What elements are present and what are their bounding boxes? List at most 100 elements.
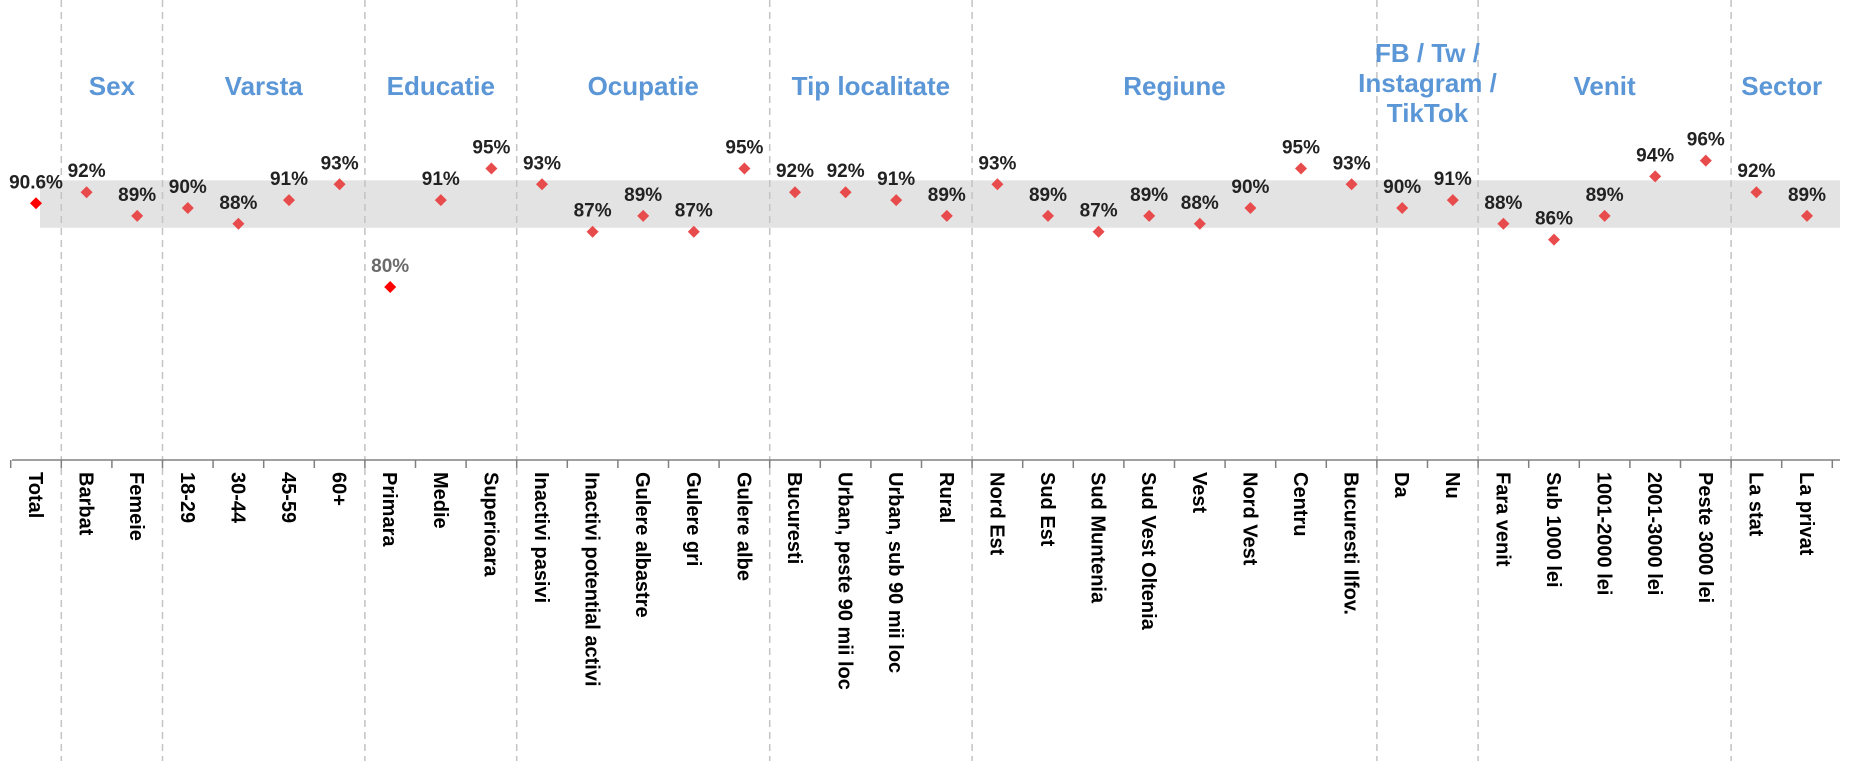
value-label: 92% — [1737, 161, 1775, 182]
value-label: 87% — [675, 201, 713, 222]
data-point — [1649, 170, 1662, 183]
data-point — [1598, 209, 1611, 222]
data-point — [434, 194, 447, 207]
group-title: Educatie — [387, 71, 495, 101]
category-label: Da — [1390, 472, 1412, 498]
category-label: Gulere gri — [682, 472, 704, 566]
category-label: Rural — [935, 472, 957, 523]
data-point — [1548, 233, 1560, 246]
data-point — [283, 194, 295, 207]
data-point — [839, 186, 852, 199]
data-point — [485, 162, 498, 175]
data-point — [1244, 202, 1257, 214]
group-titles: Sex Varsta Educatie Ocupatie Tip localitate R… — [89, 38, 1822, 128]
group-title: Venit — [1574, 71, 1636, 101]
data-point — [687, 225, 700, 238]
value-label: 95% — [725, 138, 763, 159]
value-label: 89% — [118, 185, 156, 206]
value-label: 91% — [270, 169, 308, 190]
data-point — [991, 178, 1004, 191]
value-label: 89% — [1788, 185, 1826, 206]
category-label: Sud Muntenia — [1087, 472, 1109, 604]
category-label: Sud Est — [1036, 472, 1058, 547]
group-separators — [60, 0, 1732, 761]
category-label: Sub 1000 lei — [1542, 472, 1564, 588]
data-point — [586, 225, 599, 238]
value-label: 93% — [978, 153, 1016, 174]
value-label: 89% — [624, 185, 662, 206]
category-label: Bucuresti Ilfov. — [1340, 472, 1362, 615]
value-label: 88% — [1181, 193, 1219, 214]
value-label: 92% — [827, 161, 865, 182]
value-label: 93% — [1333, 153, 1371, 174]
data-point — [536, 178, 548, 191]
value-label: 87% — [574, 201, 612, 222]
data-point — [181, 202, 194, 214]
data-point — [1750, 186, 1763, 199]
x-axis — [9, 459, 1840, 468]
group-title: Ocupatie — [588, 71, 699, 101]
data-point — [1699, 154, 1712, 167]
category-label: Femeie — [125, 472, 147, 541]
data-markers — [30, 154, 1813, 293]
group-title: Regiune — [1123, 71, 1226, 101]
value-label: 90% — [1231, 177, 1269, 198]
category-label: 45-59 — [277, 472, 299, 523]
value-label: 90.6% — [9, 172, 63, 193]
value-label: 80% — [371, 256, 409, 277]
category-label: Total — [24, 472, 46, 518]
value-labels: 90.6%92%89% 90%88%91%93%80%91%95%93%87%89… — [9, 130, 1826, 277]
data-point — [940, 209, 953, 222]
value-label: 89% — [1586, 185, 1624, 206]
category-label: Gulere albe — [732, 472, 754, 581]
value-label: 95% — [472, 138, 510, 159]
category-label: Urban, sub 90 mii loc — [884, 472, 906, 673]
data-point — [1446, 194, 1459, 207]
category-label: La stat — [1744, 472, 1766, 537]
value-label: 88% — [1484, 193, 1522, 214]
data-point — [1396, 202, 1409, 214]
data-point — [1345, 178, 1358, 191]
value-label: 91% — [422, 169, 460, 190]
category-label: Nu — [1441, 472, 1463, 499]
value-label: 93% — [321, 153, 359, 174]
category-label: 60+ — [328, 472, 350, 506]
value-label: 89% — [1130, 185, 1168, 206]
data-point — [1042, 209, 1054, 222]
data-point — [890, 194, 903, 207]
category-label: Nord Est — [985, 472, 1007, 556]
category-label: La privat — [1795, 472, 1817, 556]
value-label: 91% — [877, 169, 915, 190]
category-label: Superioara — [479, 472, 501, 577]
data-point — [1193, 217, 1206, 230]
category-label: 30-44 — [226, 472, 248, 524]
category-label: Sud Vest Oltenia — [1137, 472, 1159, 631]
category-label: Medie — [429, 472, 451, 529]
value-label: 87% — [1080, 201, 1118, 222]
group-title: Tip localitate — [792, 71, 950, 101]
value-label: 92% — [68, 161, 106, 182]
value-label: 90% — [169, 177, 207, 198]
data-point — [30, 197, 42, 210]
data-point — [131, 209, 144, 222]
category-label: Bucuresti — [783, 472, 805, 564]
value-label: 92% — [776, 161, 814, 182]
value-label: 89% — [928, 185, 966, 206]
data-point — [232, 217, 245, 230]
category-label: Peste 3000 lei — [1694, 472, 1716, 603]
category-label: Gulere albastre — [631, 472, 653, 618]
category-label: 1001-2000 lei — [1593, 472, 1615, 595]
data-point — [738, 162, 751, 175]
category-label: Inactivi pasivi — [530, 472, 552, 603]
data-point — [1497, 217, 1510, 230]
value-label: 86% — [1535, 209, 1573, 230]
data-point — [384, 281, 397, 293]
data-point — [789, 186, 801, 199]
data-point — [333, 178, 346, 191]
category-labels: Total Barbat Femeie 18-29 30-44 45-59 60+ Prima… — [24, 472, 1817, 690]
value-label: 88% — [219, 193, 257, 214]
data-point — [1143, 209, 1156, 222]
value-label: 90% — [1383, 177, 1421, 198]
value-label: 89% — [1029, 185, 1067, 206]
